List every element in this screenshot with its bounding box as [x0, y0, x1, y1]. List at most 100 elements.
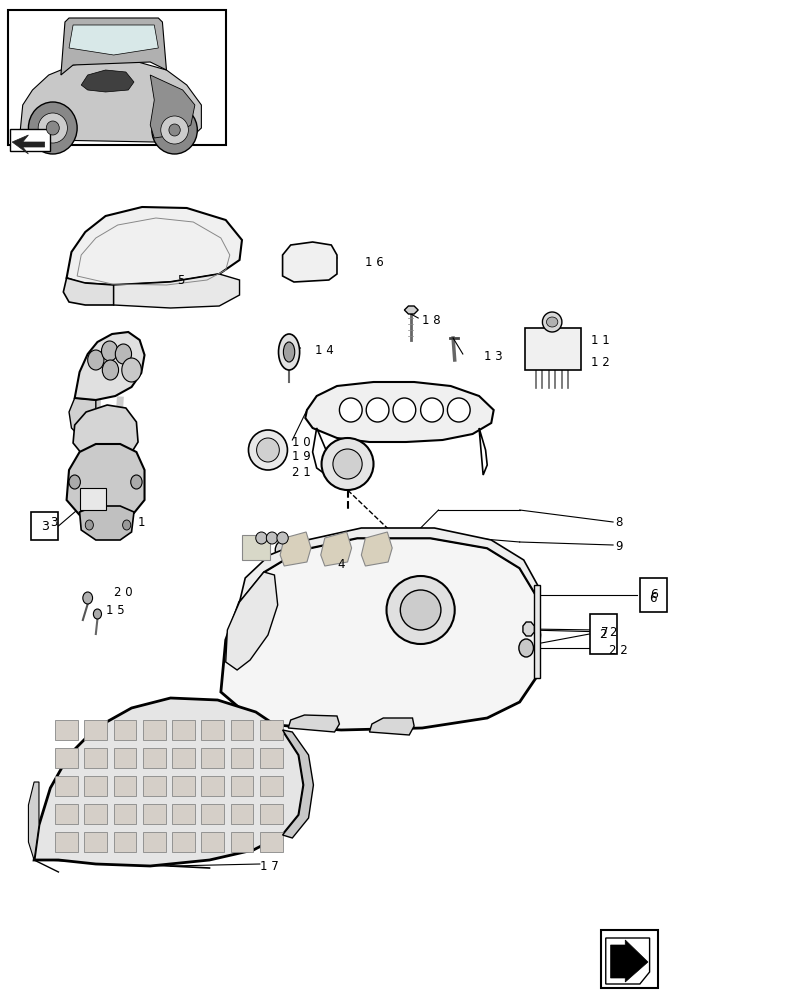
Bar	[84, 832, 107, 852]
Ellipse shape	[393, 398, 415, 422]
Bar	[201, 720, 224, 740]
Polygon shape	[75, 332, 144, 400]
Text: 2 2: 2 2	[608, 644, 627, 656]
Bar	[84, 720, 107, 740]
Bar	[172, 748, 195, 768]
Text: 2 1: 2 1	[292, 466, 311, 479]
Text: 1 7: 1 7	[260, 859, 278, 872]
Bar	[143, 720, 165, 740]
Bar	[172, 776, 195, 796]
Bar	[84, 804, 107, 824]
Ellipse shape	[420, 398, 443, 422]
Bar	[84, 748, 107, 768]
Ellipse shape	[400, 590, 440, 630]
Bar	[230, 748, 253, 768]
Ellipse shape	[83, 592, 92, 604]
Ellipse shape	[152, 106, 197, 154]
Ellipse shape	[447, 398, 470, 422]
Ellipse shape	[386, 576, 454, 644]
Bar	[172, 720, 195, 740]
Polygon shape	[67, 444, 144, 518]
Bar	[230, 776, 253, 796]
Bar	[114, 832, 136, 852]
Text: 6: 6	[649, 588, 657, 601]
Polygon shape	[69, 398, 96, 442]
Ellipse shape	[28, 102, 77, 154]
Bar	[10, 129, 50, 151]
Bar	[8, 10, 225, 145]
Polygon shape	[79, 506, 134, 540]
Bar	[639, 578, 667, 612]
Bar	[114, 720, 136, 740]
Polygon shape	[63, 278, 114, 305]
Ellipse shape	[88, 350, 104, 370]
Text: 3: 3	[50, 516, 58, 528]
Text: 4: 4	[337, 558, 344, 572]
Text: 5: 5	[177, 273, 184, 286]
Bar	[143, 748, 165, 768]
Text: 6: 6	[649, 591, 656, 604]
Bar	[114, 804, 136, 824]
Bar	[55, 832, 78, 852]
Text: 3: 3	[41, 519, 49, 532]
Ellipse shape	[131, 475, 142, 489]
Polygon shape	[221, 538, 539, 730]
Text: 9: 9	[615, 540, 622, 554]
Bar	[114, 748, 136, 768]
Bar	[230, 804, 253, 824]
Polygon shape	[28, 782, 39, 860]
Text: 1 5: 1 5	[105, 603, 124, 616]
Bar	[79, 488, 105, 510]
Polygon shape	[73, 405, 138, 460]
Text: 2: 2	[599, 628, 607, 641]
Ellipse shape	[333, 449, 362, 479]
Polygon shape	[605, 938, 649, 984]
Text: 1 6: 1 6	[365, 255, 384, 268]
Text: 2: 2	[608, 626, 616, 639]
Ellipse shape	[161, 116, 188, 144]
Bar	[230, 720, 253, 740]
Polygon shape	[61, 18, 166, 75]
Bar	[143, 832, 165, 852]
Ellipse shape	[69, 475, 80, 489]
Polygon shape	[522, 622, 534, 636]
Bar	[172, 804, 195, 824]
Bar	[260, 804, 282, 824]
Polygon shape	[225, 572, 277, 670]
Polygon shape	[305, 382, 493, 442]
Text: 1: 1	[138, 516, 145, 528]
Text: 1 1: 1 1	[590, 334, 609, 347]
Bar	[589, 614, 616, 654]
Bar	[242, 535, 270, 560]
Ellipse shape	[46, 121, 59, 135]
Text: 1 3: 1 3	[483, 350, 502, 362]
Ellipse shape	[122, 520, 131, 530]
Ellipse shape	[283, 342, 294, 362]
Polygon shape	[288, 715, 339, 732]
Polygon shape	[67, 207, 242, 285]
Ellipse shape	[93, 609, 101, 619]
Text: 1 4: 1 4	[315, 344, 333, 358]
Ellipse shape	[122, 358, 141, 382]
Ellipse shape	[248, 430, 287, 470]
Bar	[55, 748, 78, 768]
Bar	[114, 776, 136, 796]
Ellipse shape	[339, 398, 362, 422]
Polygon shape	[282, 242, 337, 282]
Text: 8: 8	[615, 516, 622, 530]
Bar	[525, 328, 580, 370]
Bar	[31, 512, 58, 540]
Ellipse shape	[101, 341, 118, 361]
Text: 1 0: 1 0	[292, 436, 311, 448]
Polygon shape	[282, 730, 313, 838]
Ellipse shape	[102, 360, 118, 380]
Ellipse shape	[277, 532, 288, 544]
Polygon shape	[69, 25, 158, 55]
Bar	[260, 832, 282, 852]
Ellipse shape	[542, 312, 561, 332]
Polygon shape	[150, 75, 195, 138]
Bar	[143, 804, 165, 824]
Text: 7: 7	[600, 626, 607, 640]
Bar	[201, 832, 224, 852]
Text: 1 2: 1 2	[590, 356, 609, 368]
